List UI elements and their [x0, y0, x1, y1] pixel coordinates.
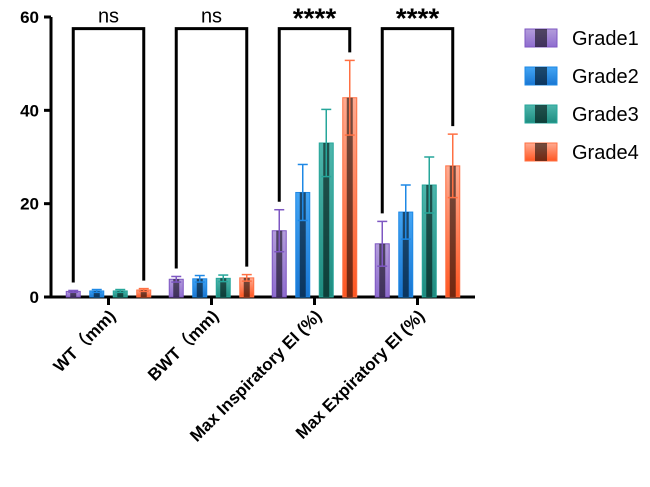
bar-core — [93, 290, 100, 297]
significance-label: **** — [396, 3, 440, 34]
legend-label: Grade3 — [572, 104, 639, 126]
bar-core — [173, 279, 180, 297]
legend-swatch-core — [535, 143, 547, 161]
significance-bracket — [174, 27, 249, 269]
legend: Grade1 Grade2 Grade3 Grade4 — [524, 28, 639, 164]
bar-core — [220, 278, 227, 297]
bar-core — [140, 290, 147, 297]
bar-core — [276, 230, 283, 297]
legend-label: Grade4 — [572, 142, 639, 164]
significance-label: **** — [293, 3, 337, 34]
legend-label: Grade1 — [572, 28, 639, 50]
y-tick-label: 0 — [30, 288, 39, 307]
x-tick-label: BWT（mm) — [143, 306, 222, 385]
significance-bracket — [277, 27, 352, 202]
bar-core — [402, 212, 409, 297]
legend-swatch-core — [535, 29, 547, 47]
y-tick-label: 40 — [20, 101, 39, 120]
bar-core — [449, 165, 456, 297]
bar-core — [196, 278, 203, 297]
significance-layer: ns ns **** **** — [71, 3, 455, 283]
bar-core — [323, 143, 330, 297]
y-tick-label: 60 — [20, 8, 39, 27]
bar-core — [426, 185, 433, 297]
significance-bracket — [380, 27, 455, 214]
significance-label: ns — [201, 6, 222, 28]
bar-core — [243, 277, 250, 297]
bar-core — [299, 192, 306, 297]
bar-core — [346, 97, 353, 297]
legend-swatch-core — [535, 67, 547, 85]
bar-core — [70, 291, 77, 297]
y-tick-label: 20 — [20, 195, 39, 214]
significance-bracket — [71, 27, 146, 283]
bar-core — [379, 243, 386, 297]
significance-label: ns — [98, 6, 119, 28]
bar-core — [117, 290, 124, 297]
x-tick-label: WT（mm) — [49, 306, 119, 376]
legend-label: Grade2 — [572, 66, 639, 88]
legend-swatch-core — [535, 105, 547, 123]
bars-layer — [65, 59, 461, 298]
